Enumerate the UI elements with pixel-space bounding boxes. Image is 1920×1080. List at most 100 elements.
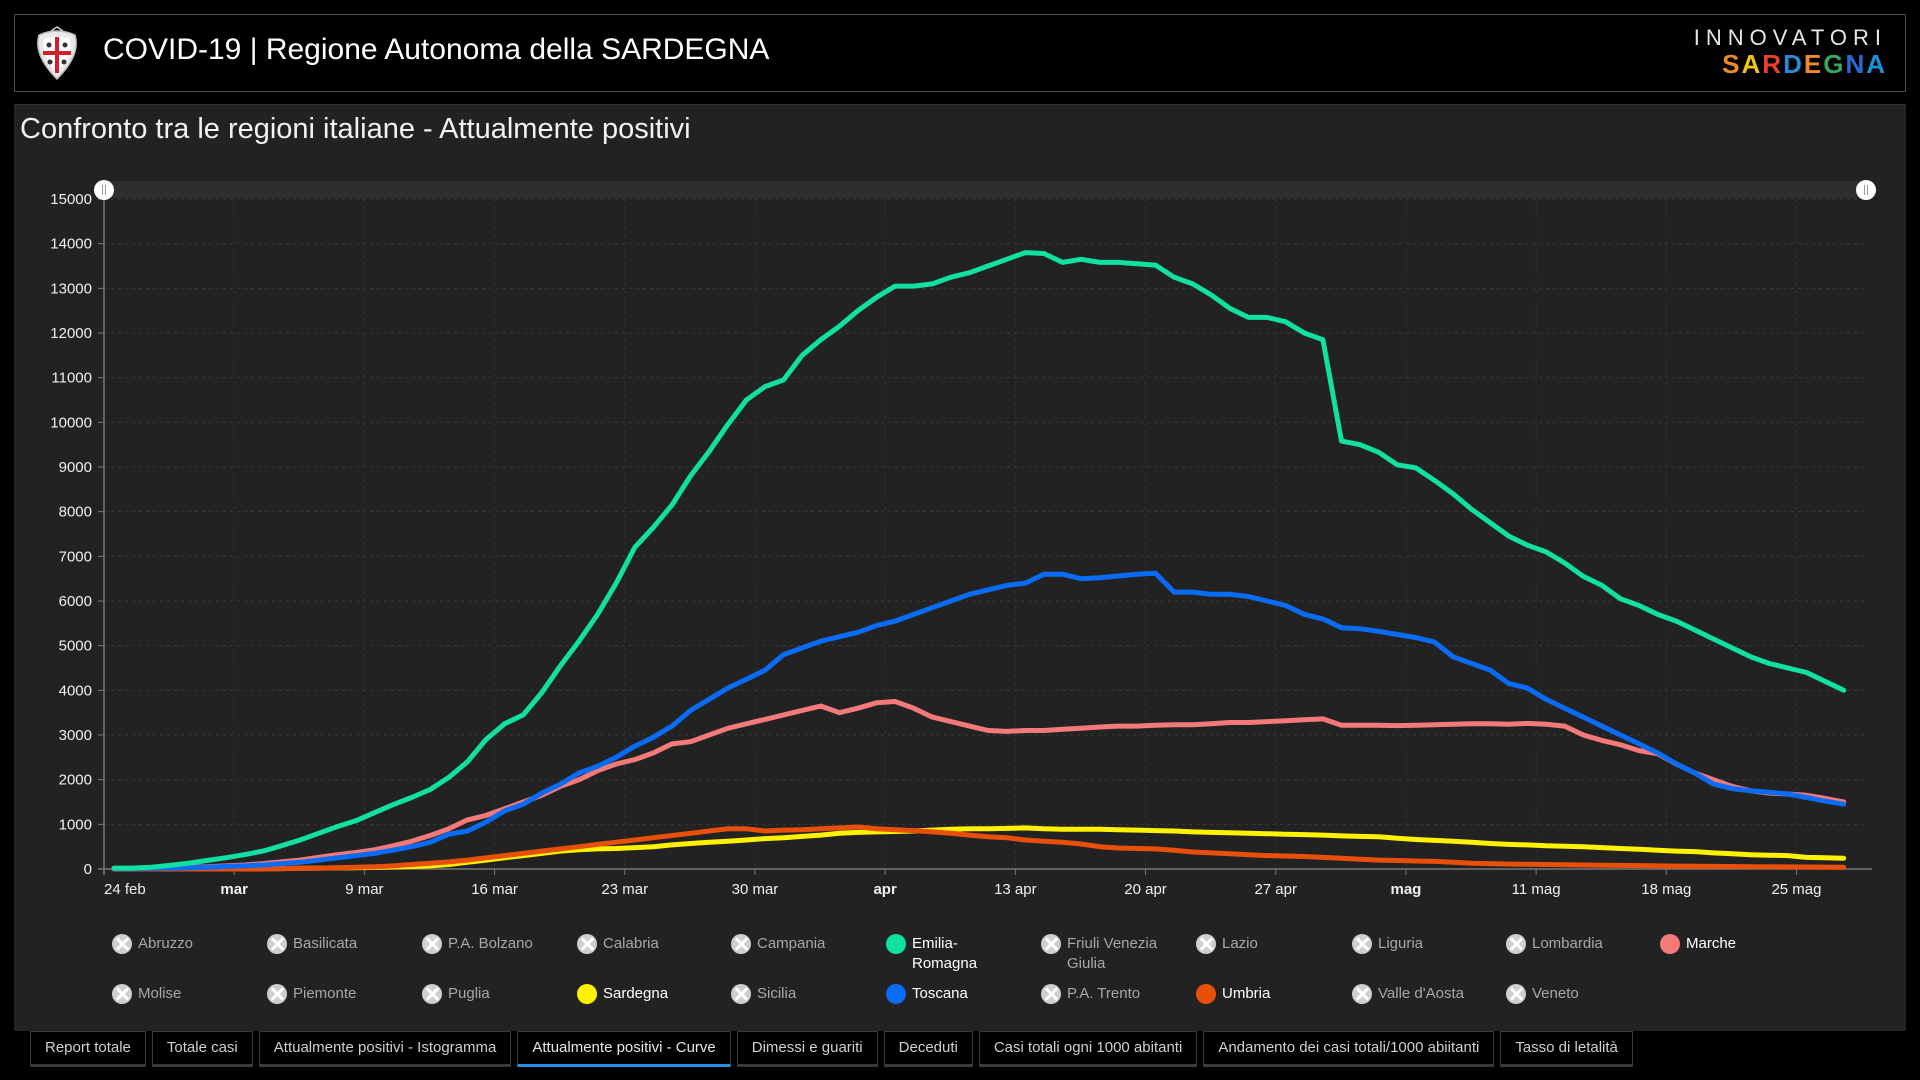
- legend-item-veneto[interactable]: Veneto: [1506, 984, 1579, 1004]
- app-title: COVID-19 | Regione Autonoma della SARDEG…: [103, 33, 770, 66]
- x-tick-label: 23 mar: [601, 881, 648, 898]
- tab-totale-casi[interactable]: Totale casi: [151, 1031, 253, 1067]
- y-tick-label: 7000: [59, 548, 92, 565]
- y-tick-label: 10000: [50, 414, 92, 431]
- y-tick-label: 13000: [50, 280, 92, 297]
- app-header: COVID-19 | Regione Autonoma della SARDEG…: [14, 14, 1906, 92]
- x-tick-label: 9 mar: [345, 881, 383, 898]
- legend-disabled-x-icon: [1506, 934, 1526, 954]
- brand-letter: A: [1741, 49, 1763, 79]
- legend-item-sardegna[interactable]: Sardegna: [577, 984, 668, 1004]
- y-tick-label: 8000: [59, 504, 92, 521]
- legend-item-p-a-trento[interactable]: P.A. Trento: [1041, 984, 1140, 1004]
- chart-panel: Confronto tra le regioni italiane - Attu…: [14, 104, 1906, 1031]
- legend-disabled-x-icon: [1352, 984, 1372, 1004]
- innovatori-sardegna-logo: INNOVATORI SARDEGNA: [1694, 25, 1887, 80]
- legend-item-basilicata[interactable]: Basilicata: [267, 934, 357, 954]
- brand-letter: R: [1762, 49, 1784, 79]
- legend-item-puglia[interactable]: Puglia: [422, 984, 490, 1004]
- tab-andamento-dei-casi-totali-1000-abiitanti[interactable]: Andamento dei casi totali/1000 abiitanti: [1203, 1031, 1495, 1067]
- range-slider-start-handle[interactable]: [94, 180, 114, 200]
- legend-item-abruzzo[interactable]: Abruzzo: [112, 934, 193, 954]
- legend-item-umbria[interactable]: Umbria: [1196, 984, 1270, 1004]
- legend-item-liguria[interactable]: Liguria: [1352, 934, 1423, 954]
- legend-disabled-x-icon: [1352, 934, 1372, 954]
- tab-attualmente-positivi-curve[interactable]: Attualmente positivi - Curve: [517, 1031, 731, 1067]
- y-tick-label: 4000: [59, 682, 92, 699]
- brand-letter: D: [1783, 49, 1804, 79]
- series-line-umbria: [111, 824, 1847, 872]
- x-tick-label: mar: [220, 881, 248, 898]
- legend-label: Sicilia: [757, 985, 797, 1002]
- y-tick-label: 6000: [59, 593, 92, 610]
- legend-item-lazio[interactable]: Lazio: [1196, 934, 1258, 954]
- legend-disabled-x-icon: [1041, 934, 1061, 954]
- tab-attualmente-positivi-istogramma[interactable]: Attualmente positivi - Istogramma: [258, 1031, 512, 1067]
- legend-color-dot-icon: [1196, 984, 1216, 1004]
- legend-item-campania[interactable]: Campania: [731, 934, 825, 954]
- legend-color-dot-icon: [1660, 934, 1680, 954]
- legend-item-piemonte[interactable]: Piemonte: [267, 984, 356, 1004]
- legend-label: Abruzzo: [138, 935, 194, 952]
- legend-label: Piemonte: [293, 985, 357, 1002]
- brand-letter: N: [1845, 49, 1867, 79]
- legend-disabled-x-icon: [422, 934, 442, 954]
- legend-label: Toscana: [912, 985, 968, 1002]
- range-slider-track[interactable]: [104, 181, 1866, 198]
- legend-label: Umbria: [1222, 985, 1271, 1002]
- legend-disabled-x-icon: [422, 984, 442, 1004]
- legend-label: Liguria: [1378, 935, 1424, 952]
- legend-item-friuli-venezia-giulia[interactable]: Friuli Venezia Giulia: [1041, 934, 1167, 974]
- legend-item-toscana[interactable]: Toscana: [886, 984, 968, 1004]
- legend-item-molise[interactable]: Molise: [112, 984, 181, 1004]
- tab-dimessi-e-guariti[interactable]: Dimessi e guariti: [736, 1031, 878, 1067]
- legend-disabled-x-icon: [731, 984, 751, 1004]
- brand-bottom-text: SARDEGNA: [1694, 49, 1887, 80]
- report-tabs: Report totale Totale casi Attualmente posi…: [30, 1031, 1633, 1067]
- legend-disabled-x-icon: [731, 934, 751, 954]
- series-line-emilia-romagna: [111, 250, 1847, 871]
- legend-label: Emilia-Romagna: [912, 935, 978, 972]
- legend-color-dot-icon: [577, 984, 597, 1004]
- legend-item-p-a-bolzano[interactable]: P.A. Bolzano: [422, 934, 533, 954]
- legend-item-valle-d-aosta[interactable]: Valle d'Aosta: [1352, 984, 1464, 1004]
- y-tick-label: 0: [84, 861, 92, 878]
- tab-casi-totali-ogni-1000-abitanti[interactable]: Casi totali ogni 1000 abitanti: [978, 1031, 1198, 1067]
- legend-disabled-x-icon: [1506, 984, 1526, 1004]
- y-tick-label: 9000: [59, 459, 92, 476]
- tab-tasso-di-letalit[interactable]: Tasso di letalità: [1500, 1031, 1633, 1067]
- legend-disabled-x-icon: [267, 934, 287, 954]
- legend-label: P.A. Trento: [1067, 985, 1141, 1002]
- x-tick-label: 25 mag: [1771, 881, 1821, 898]
- brand-letter: G: [1823, 49, 1846, 79]
- legend-label: Lazio: [1222, 935, 1258, 952]
- line-chart: 0 1000 2000 3000 4000 5000 6000 7000 8000 9000 100…: [50, 180, 1876, 898]
- legend-disabled-x-icon: [267, 984, 287, 1004]
- tab-deceduti[interactable]: Deceduti: [883, 1031, 973, 1067]
- range-slider-end-handle[interactable]: [1856, 180, 1876, 200]
- legend-label: Valle d'Aosta: [1378, 985, 1464, 1002]
- legend-item-marche[interactable]: Marche: [1660, 934, 1736, 954]
- legend-item-lombardia[interactable]: Lombardia: [1506, 934, 1603, 954]
- y-tick-label: 1000: [59, 816, 92, 833]
- x-tick-label: 24 feb: [104, 881, 146, 898]
- x-tick-label: apr: [873, 881, 897, 898]
- legend-label: Calabria: [603, 935, 659, 952]
- legend-disabled-x-icon: [112, 984, 132, 1004]
- legend-item-calabria[interactable]: Calabria: [577, 934, 659, 954]
- legend-disabled-x-icon: [577, 934, 597, 954]
- brand-letter: S: [1722, 49, 1742, 79]
- sardegna-coat-of-arms-icon: [37, 26, 77, 81]
- brand-letter: A: [1866, 49, 1887, 79]
- tab-report-totale[interactable]: Report totale: [30, 1031, 146, 1067]
- y-tick-label: 2000: [59, 772, 92, 789]
- legend-disabled-x-icon: [112, 934, 132, 954]
- x-tick-label: 11 mag: [1512, 881, 1561, 898]
- series-line-marche: [111, 699, 1847, 872]
- legend-item-sicilia[interactable]: Sicilia: [731, 984, 796, 1004]
- legend-label: Campania: [757, 935, 826, 952]
- legend-item-emilia-romagna[interactable]: Emilia-Romagna: [886, 934, 1012, 974]
- x-tick-label: 18 mag: [1641, 881, 1691, 898]
- legend-label: Basilicata: [293, 935, 358, 952]
- x-tick-label: mag: [1390, 881, 1421, 898]
